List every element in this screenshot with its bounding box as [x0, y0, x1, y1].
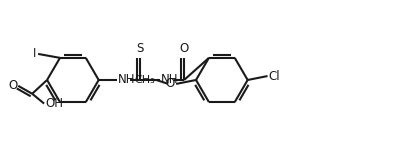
Text: CH₃: CH₃ — [135, 75, 155, 85]
Text: O: O — [165, 77, 174, 90]
Text: I: I — [33, 47, 36, 60]
Text: OH: OH — [45, 97, 63, 110]
Text: S: S — [137, 42, 144, 55]
Text: O: O — [179, 42, 189, 55]
Text: NH: NH — [161, 73, 179, 86]
Text: O: O — [8, 79, 17, 92]
Text: NH: NH — [117, 73, 135, 86]
Text: Cl: Cl — [269, 70, 280, 82]
